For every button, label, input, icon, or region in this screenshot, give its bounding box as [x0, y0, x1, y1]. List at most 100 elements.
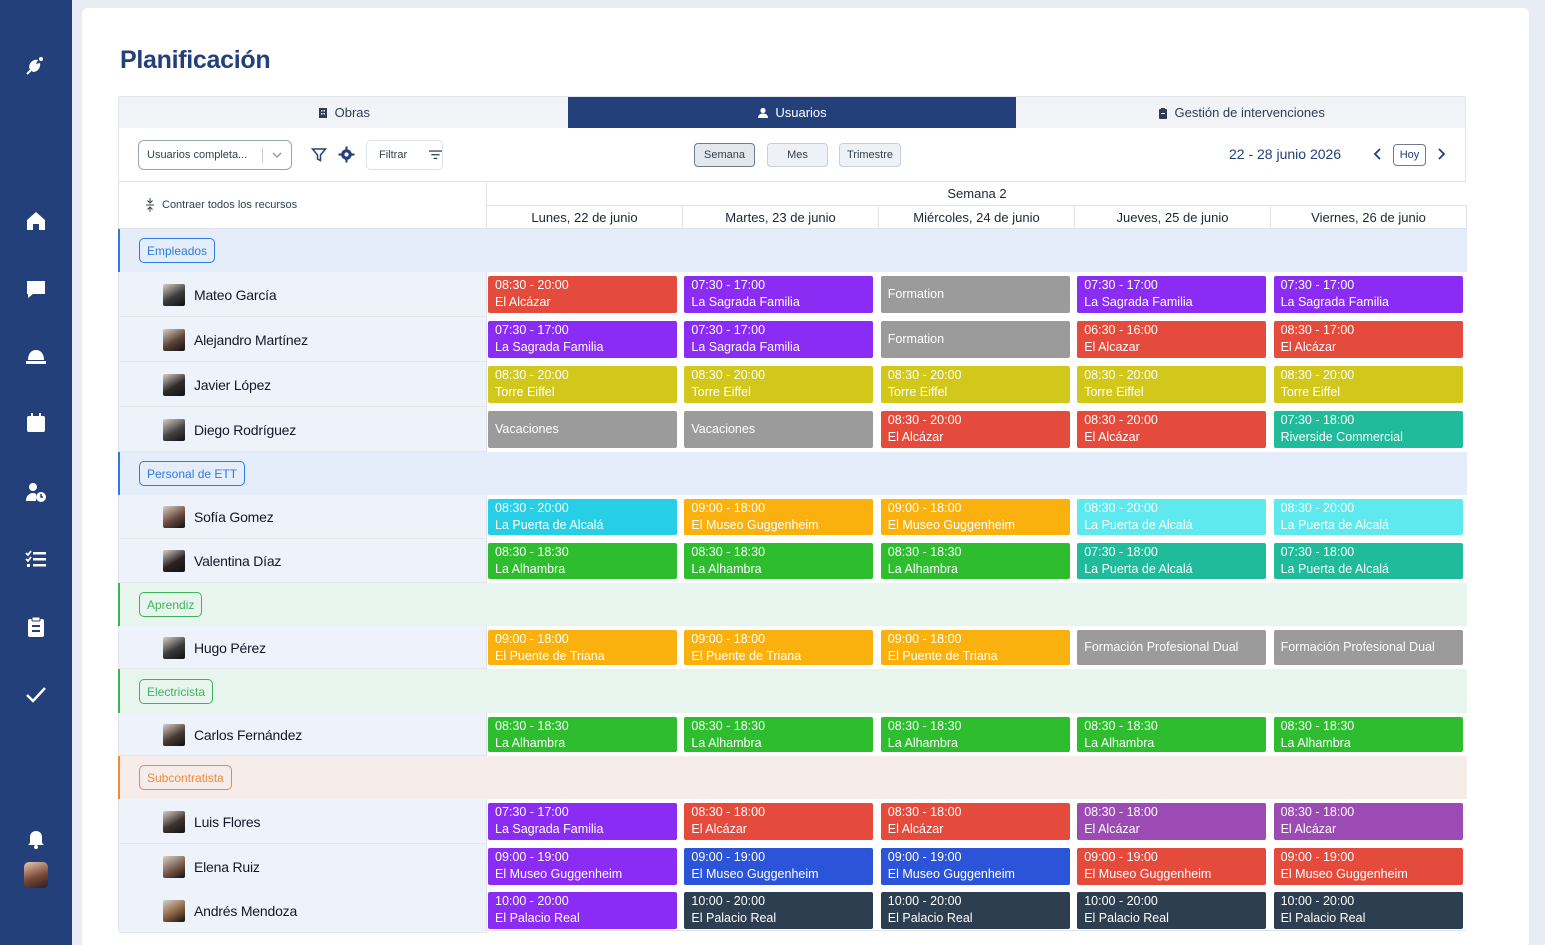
- checkmark-icon[interactable]: [22, 681, 50, 709]
- shift-block[interactable]: 08:30 - 20:00 Torre Eiffel: [684, 366, 874, 403]
- shift-block[interactable]: 08:30 - 17:00 El Alcázar: [1273, 321, 1463, 358]
- shift-block[interactable]: Formation: [880, 276, 1070, 313]
- shift-block[interactable]: 08:30 - 20:00 Torre Eiffel: [880, 366, 1070, 403]
- shift-block[interactable]: 09:00 - 19:00 El Museo Guggenheim: [1273, 848, 1463, 885]
- shift-block[interactable]: 09:00 - 18:00 El Puente de Triana: [880, 630, 1070, 665]
- shift-block[interactable]: 09:00 - 18:00 El Museo Guggenheim: [684, 499, 874, 535]
- shift-block[interactable]: 08:30 - 20:00 La Puerta de Alcalá: [1077, 499, 1267, 535]
- collapse-all-button[interactable]: Contraer todos los recursos: [145, 198, 297, 212]
- tab-usuarios[interactable]: Usuarios: [567, 97, 1017, 128]
- app-logo-icon[interactable]: [22, 52, 50, 80]
- shift-block[interactable]: 08:30 - 20:00 Torre Eiffel: [488, 366, 677, 403]
- calendar-icon[interactable]: [22, 409, 50, 437]
- user-clock-icon[interactable]: [22, 478, 50, 506]
- chevron-right-icon[interactable]: [1434, 147, 1448, 161]
- tab-obras[interactable]: Obras: [119, 97, 568, 128]
- resource-name-cell[interactable]: Hugo Pérez: [119, 626, 487, 669]
- resource-name-cell[interactable]: Carlos Fernández: [119, 713, 487, 756]
- shift-block[interactable]: 07:30 - 17:00 La Sagrada Familia: [488, 803, 677, 840]
- shift-block[interactable]: 09:00 - 19:00 El Museo Guggenheim: [880, 848, 1070, 885]
- shift-block[interactable]: 07:30 - 18:00 La Puerta de Alcalá: [1077, 543, 1267, 579]
- today-button[interactable]: Hoy: [1393, 144, 1426, 166]
- resource-name-cell[interactable]: Sofía Gomez: [119, 495, 487, 539]
- shift-block[interactable]: 08:30 - 18:30 La Alhambra: [488, 543, 677, 579]
- shift-block[interactable]: 08:30 - 18:30 La Alhambra: [1273, 717, 1463, 752]
- shift-block[interactable]: 08:30 - 18:00 El Alcázar: [1077, 803, 1267, 840]
- shift-block[interactable]: 09:00 - 18:00 El Puente de Triana: [488, 630, 677, 665]
- resource-name-cell[interactable]: Valentina Díaz: [119, 539, 487, 583]
- shift-block[interactable]: Vacaciones: [684, 411, 874, 448]
- shift-block[interactable]: 08:30 - 18:00 El Alcázar: [880, 803, 1070, 840]
- shift-block[interactable]: 08:30 - 20:00 La Puerta de Alcalá: [1273, 499, 1463, 535]
- shift-time: 08:30 - 20:00: [887, 368, 962, 382]
- shift-block[interactable]: 08:30 - 20:00 El Alcázar: [880, 411, 1070, 448]
- view-trimestre-button[interactable]: Trimestre: [839, 143, 901, 167]
- tab-gestion-intervenciones[interactable]: Gestión de intervenciones: [1016, 97, 1465, 128]
- shift-block[interactable]: 07:30 - 17:00 La Sagrada Familia: [1077, 276, 1267, 313]
- shift-block[interactable]: 08:30 - 18:30 La Alhambra: [1077, 717, 1267, 752]
- shift-block[interactable]: 08:30 - 20:00 Torre Eiffel: [1273, 366, 1463, 403]
- shift-block[interactable]: 07:30 - 18:00 Riverside Commercial: [1273, 411, 1463, 448]
- shift-block[interactable]: 08:30 - 18:30 La Alhambra: [880, 543, 1070, 579]
- shift-block[interactable]: 10:00 - 20:00 El Palacio Real: [1273, 892, 1463, 929]
- resource-name-cell[interactable]: Javier López: [119, 362, 487, 407]
- shift-block[interactable]: 08:30 - 18:30 La Alhambra: [488, 717, 677, 752]
- shift-block[interactable]: 09:00 - 19:00 El Museo Guggenheim: [1077, 848, 1267, 885]
- shift-block[interactable]: 09:00 - 19:00 El Museo Guggenheim: [488, 848, 677, 885]
- shift-block[interactable]: Formación Profesional Dual: [1273, 630, 1463, 665]
- resource-name-cell[interactable]: Diego Rodríguez: [119, 407, 487, 452]
- group-row: Empleados: [118, 229, 1467, 272]
- shift-block[interactable]: 07:30 - 17:00 La Sagrada Familia: [488, 321, 677, 358]
- shift-block[interactable]: 10:00 - 20:00 El Palacio Real: [880, 892, 1070, 929]
- view-semana-button[interactable]: Semana: [694, 143, 755, 167]
- clipboard-list-icon[interactable]: [22, 613, 50, 641]
- shift-block[interactable]: 08:30 - 20:00 El Alcázar: [1077, 411, 1267, 448]
- shift-block[interactable]: 09:00 - 18:00 El Puente de Triana: [684, 630, 874, 665]
- shift-block[interactable]: 10:00 - 20:00 El Palacio Real: [684, 892, 874, 929]
- shift-block[interactable]: 08:30 - 20:00 La Puerta de Alcalá: [488, 499, 677, 535]
- view-mes-button[interactable]: Mes: [767, 143, 828, 167]
- shift-block[interactable]: 08:30 - 20:00 El Alcázar: [488, 276, 677, 313]
- shift-block[interactable]: 09:00 - 18:00 El Museo Guggenheim: [880, 499, 1070, 535]
- hardhat-icon[interactable]: [22, 342, 50, 370]
- home-icon[interactable]: [22, 207, 50, 235]
- list-check-icon[interactable]: [22, 545, 50, 573]
- chat-icon[interactable]: [22, 275, 50, 303]
- users-select[interactable]: Usuarios completa...: [138, 140, 292, 170]
- shift-block[interactable]: 08:30 - 20:00 Torre Eiffel: [1077, 366, 1267, 403]
- shift-block[interactable]: 06:30 - 16:00 El Alcazar: [1077, 321, 1267, 358]
- shift-block[interactable]: 07:30 - 17:00 La Sagrada Familia: [684, 321, 874, 358]
- group-tag[interactable]: Electricista: [139, 679, 214, 704]
- shift-block[interactable]: 10:00 - 20:00 El Palacio Real: [1077, 892, 1267, 929]
- resource-row: Hugo Pérez 09:00 - 18:00 El Puente de Tria…: [119, 626, 1467, 669]
- shift-block[interactable]: 08:30 - 18:00 El Alcázar: [684, 803, 874, 840]
- shift-block[interactable]: 07:30 - 17:00 La Sagrada Familia: [1273, 276, 1463, 313]
- resource-name-cell[interactable]: Elena Ruiz: [119, 844, 487, 889]
- group-tag[interactable]: Empleados: [139, 238, 216, 263]
- shift-block[interactable]: 08:30 - 18:30 La Alhambra: [684, 543, 874, 579]
- resource-name-cell[interactable]: Alejandro Martínez: [119, 317, 487, 362]
- bell-icon[interactable]: [22, 824, 50, 852]
- resource-name-cell[interactable]: Andrés Mendoza: [119, 888, 487, 933]
- shift-block[interactable]: 09:00 - 19:00 El Museo Guggenheim: [684, 848, 874, 885]
- shift-time: 07:30 - 18:00: [1084, 545, 1158, 559]
- filter-button[interactable]: Filtrar: [366, 140, 443, 170]
- shift-block[interactable]: 08:30 - 18:30 La Alhambra: [684, 717, 874, 752]
- chevron-left-icon[interactable]: [1371, 147, 1385, 161]
- filter-icon[interactable]: [311, 147, 327, 163]
- shift-block[interactable]: 08:30 - 18:00 El Alcázar: [1273, 803, 1463, 840]
- gear-icon[interactable]: [338, 146, 355, 163]
- shift-block[interactable]: Vacaciones: [488, 411, 677, 448]
- group-tag[interactable]: Personal de ETT: [139, 461, 246, 486]
- shift-block[interactable]: 10:00 - 20:00 El Palacio Real: [488, 892, 677, 929]
- group-tag[interactable]: Aprendiz: [139, 592, 203, 617]
- shift-block[interactable]: 07:30 - 18:00 La Puerta de Alcalá: [1273, 543, 1463, 579]
- shift-block[interactable]: Formation: [880, 321, 1070, 358]
- resource-name-cell[interactable]: Luis Flores: [119, 799, 487, 844]
- shift-block[interactable]: 07:30 - 17:00 La Sagrada Familia: [684, 276, 874, 313]
- shift-block[interactable]: Formación Profesional Dual: [1077, 630, 1267, 665]
- shift-block[interactable]: 08:30 - 18:30 La Alhambra: [880, 717, 1070, 752]
- user-avatar[interactable]: [24, 862, 48, 888]
- group-tag[interactable]: Subcontratista: [139, 765, 232, 790]
- resource-name-cell[interactable]: Mateo García: [119, 272, 487, 317]
